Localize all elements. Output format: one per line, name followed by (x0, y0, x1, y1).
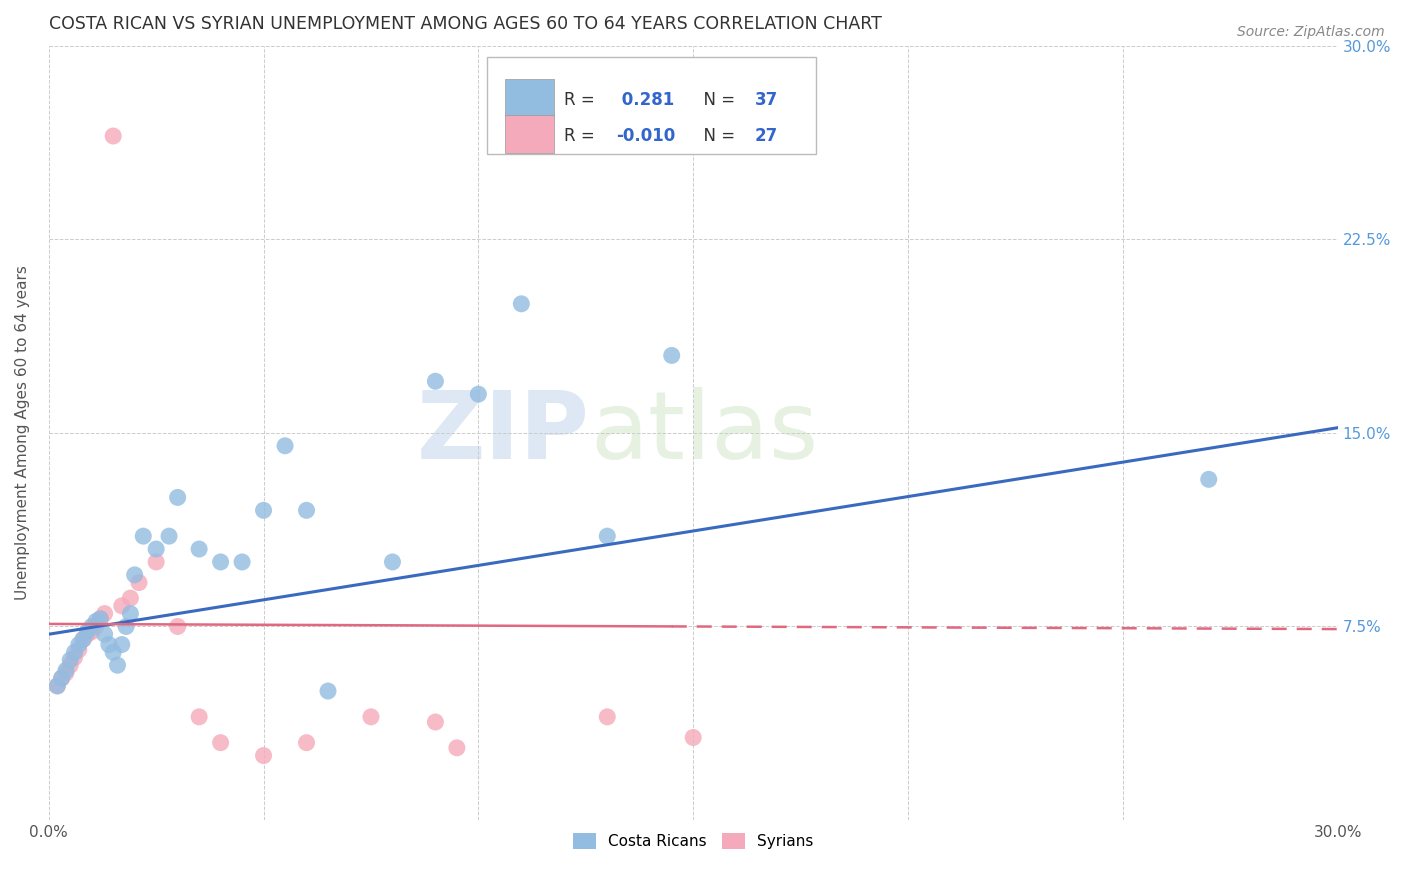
Point (124, 567, 146, 582)
Point (157, 529, 180, 543)
Point (72, 632, 94, 647)
Point (425, 374, 447, 388)
Text: 37: 37 (755, 91, 779, 109)
Text: N =: N = (693, 91, 741, 109)
Point (128, 575, 150, 590)
Point (295, 503, 318, 517)
Point (145, 542, 167, 557)
Point (381, 555, 404, 569)
Point (274, 439, 297, 453)
Point (316, 684, 339, 698)
Point (596, 710, 619, 724)
Point (80, 619, 103, 633)
Point (682, 731, 704, 745)
Point (67, 642, 90, 657)
Point (93, 607, 115, 621)
Point (46, 679, 69, 693)
Point (596, 529, 619, 543)
Point (51, 671, 73, 685)
Point (72, 632, 94, 647)
FancyBboxPatch shape (505, 115, 554, 153)
Text: ZIP: ZIP (418, 387, 591, 479)
Point (360, 710, 382, 724)
Text: Source: ZipAtlas.com: Source: ZipAtlas.com (1237, 25, 1385, 39)
Point (111, 638, 134, 652)
Point (89, 612, 111, 626)
Point (132, 529, 155, 543)
Point (84, 615, 107, 629)
Point (55, 664, 77, 678)
Point (59, 653, 82, 667)
Point (166, 619, 188, 633)
Point (661, 348, 683, 362)
Text: R =: R = (564, 91, 600, 109)
FancyBboxPatch shape (505, 79, 554, 116)
Text: 27: 27 (755, 128, 779, 145)
Point (55, 665, 77, 680)
Point (46, 679, 69, 693)
Point (510, 297, 533, 311)
Legend: Costa Ricans, Syrians: Costa Ricans, Syrians (567, 827, 820, 855)
Point (425, 714, 447, 729)
Point (80, 624, 103, 639)
Point (76, 627, 98, 641)
Point (93, 627, 115, 641)
Point (467, 387, 489, 401)
Point (120, 591, 142, 606)
Point (63, 650, 86, 665)
Point (295, 736, 318, 750)
Y-axis label: Unemployment Among Ages 60 to 64 years: Unemployment Among Ages 60 to 64 years (15, 266, 30, 600)
Point (115, 619, 138, 633)
Point (103, 128, 125, 143)
Point (107, 658, 129, 673)
Text: COSTA RICAN VS SYRIAN UNEMPLOYMENT AMONG AGES 60 TO 64 YEARS CORRELATION CHART: COSTA RICAN VS SYRIAN UNEMPLOYMENT AMONG… (49, 15, 882, 33)
FancyBboxPatch shape (486, 57, 815, 154)
Text: R =: R = (564, 128, 600, 145)
Point (120, 607, 142, 621)
Point (166, 491, 188, 505)
Point (145, 555, 167, 569)
Point (188, 542, 211, 557)
Point (63, 645, 86, 659)
Point (188, 710, 211, 724)
Point (231, 555, 253, 569)
Point (59, 658, 82, 673)
Text: N =: N = (693, 128, 741, 145)
Point (209, 555, 232, 569)
Text: 0.281: 0.281 (616, 91, 673, 109)
Point (51, 671, 73, 685)
Point (67, 638, 90, 652)
Point (97, 638, 120, 652)
Point (76, 624, 98, 639)
Point (446, 740, 468, 755)
Point (84, 619, 107, 633)
Point (103, 645, 125, 659)
Point (252, 748, 274, 763)
Text: -0.010: -0.010 (616, 128, 675, 145)
Point (111, 599, 134, 613)
Point (252, 503, 274, 517)
Point (89, 612, 111, 626)
Text: atlas: atlas (591, 387, 818, 479)
Point (209, 736, 232, 750)
Point (1198, 472, 1220, 486)
